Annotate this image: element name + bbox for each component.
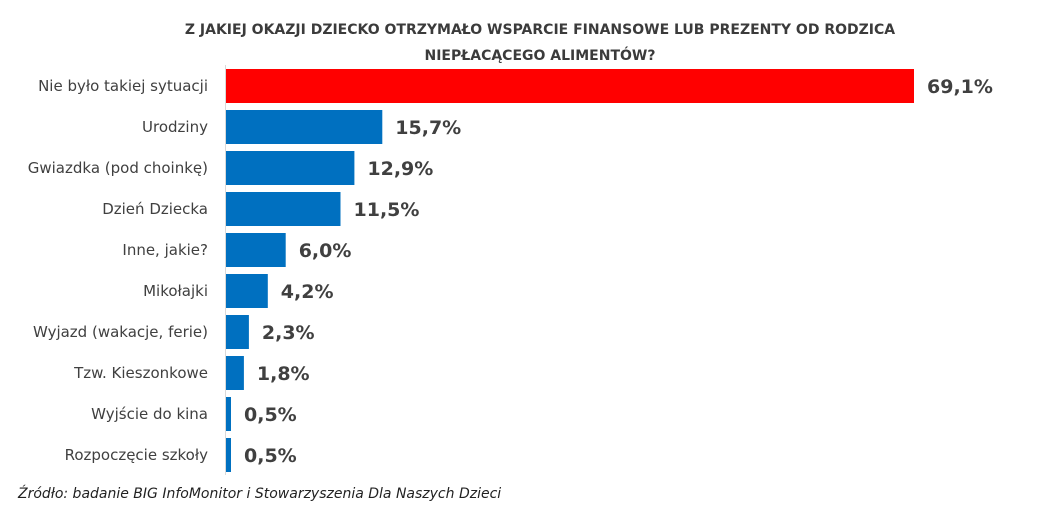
category-label-2: Gwiazdka (pod choinkę) [28, 159, 208, 177]
bars-group [226, 69, 914, 472]
value-label-7: 1,8% [257, 363, 310, 385]
category-labels: Nie było takiej sytuacji Urodziny Gwiazdka… [28, 77, 208, 464]
chart-title: Z JAKIEJ OKAZJI DZIECKO OTRZYMAŁO WSPARC… [185, 22, 895, 64]
category-label-0: Nie było takiej sytuacji [38, 77, 208, 95]
value-label-0: 69,1% [927, 76, 993, 98]
bar-2 [226, 151, 355, 185]
chart-title-line-1: Z JAKIEJ OKAZJI DZIECKO OTRZYMAŁO WSPARC… [185, 22, 895, 38]
value-label-2: 12,9% [367, 158, 433, 180]
value-label-1: 15,7% [395, 117, 461, 139]
bar-6 [226, 315, 249, 349]
bar-3 [226, 192, 341, 226]
category-label-6: Wyjazd (wakacje, ferie) [33, 323, 208, 341]
bar-8 [226, 397, 231, 431]
value-labels: 69,1% 15,7% 12,9% 11,5%6,0% 4,2% 2,3% 1,8% 0,5%… [244, 76, 993, 467]
bar-5 [226, 274, 268, 308]
value-label-5: 4,2% [281, 281, 334, 303]
source-note: Źródło: badanie BIG InfoMonitor i Stowar… [18, 486, 502, 502]
bar-1 [226, 110, 383, 144]
bar-9 [226, 438, 231, 472]
value-label-9: 0,5% [244, 445, 297, 467]
bar-0 [226, 69, 914, 103]
value-label-3: 11,5% [354, 199, 420, 221]
bar-4 [226, 233, 286, 267]
category-label-3: Dzień Dziecka [102, 200, 208, 218]
category-label-7: Tzw. Kieszonkowe [73, 364, 208, 382]
category-label-5: Mikołajki [143, 282, 208, 300]
category-label-8: Wyjście do kina [91, 405, 208, 423]
chart-title-line-2: NIEPŁACĄCEGO ALIMENTÓW? [425, 46, 656, 64]
value-label-4: 6,0% [299, 240, 352, 262]
bar-7 [226, 356, 244, 390]
category-label-4: Inne, jakie? [122, 241, 208, 259]
value-label-6: 2,3% [262, 322, 315, 344]
category-label-9: Rozpoczęcie szkoły [65, 446, 209, 464]
category-label-1: Urodziny [142, 118, 208, 136]
value-label-8: 0,5% [244, 404, 297, 426]
